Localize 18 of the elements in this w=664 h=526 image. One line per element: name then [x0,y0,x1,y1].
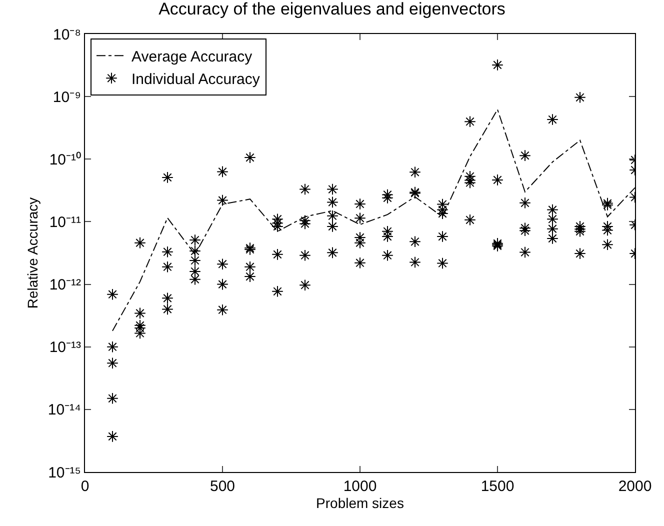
y-axis-title: Relative Accuracy [24,197,40,309]
y-tick-label: 10⁻¹³ [49,339,81,356]
y-tick-label: 10⁻¹⁵ [48,464,81,482]
chart-title: Accuracy of the eigenvalues and eigenvectors [158,0,506,19]
y-tick-label: 10⁻⁹ [52,88,81,106]
x-tick-label: 0 [80,478,90,495]
y-tick-label: 10⁻¹² [49,276,81,294]
y-tick-label: 10⁻¹¹ [49,214,81,231]
x-tick-label: 500 [210,478,236,495]
y-tick-label: 10⁻⁸ [52,26,81,44]
x-tick-label: 1000 [343,478,377,495]
legend-label: Individual Accuracy [132,70,260,88]
x-axis-title: Problem sizes [316,495,404,511]
y-tick-label: 10⁻¹⁰ [49,151,81,168]
y-tick-label: 10⁻¹⁴ [48,402,81,419]
x-tick-label: 1500 [480,478,514,495]
legend-label: Average Accuracy [132,48,253,66]
x-tick-label: 2000 [618,478,652,495]
